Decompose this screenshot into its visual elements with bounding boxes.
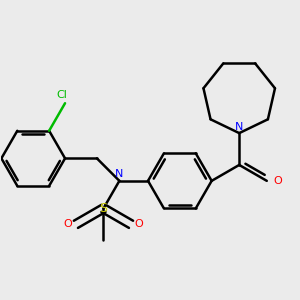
- Text: Cl: Cl: [56, 90, 67, 100]
- Text: N: N: [235, 122, 243, 132]
- Text: O: O: [135, 219, 143, 229]
- Text: N: N: [115, 169, 124, 179]
- Text: O: O: [274, 176, 282, 186]
- Text: S: S: [100, 202, 107, 215]
- Text: O: O: [64, 219, 72, 229]
